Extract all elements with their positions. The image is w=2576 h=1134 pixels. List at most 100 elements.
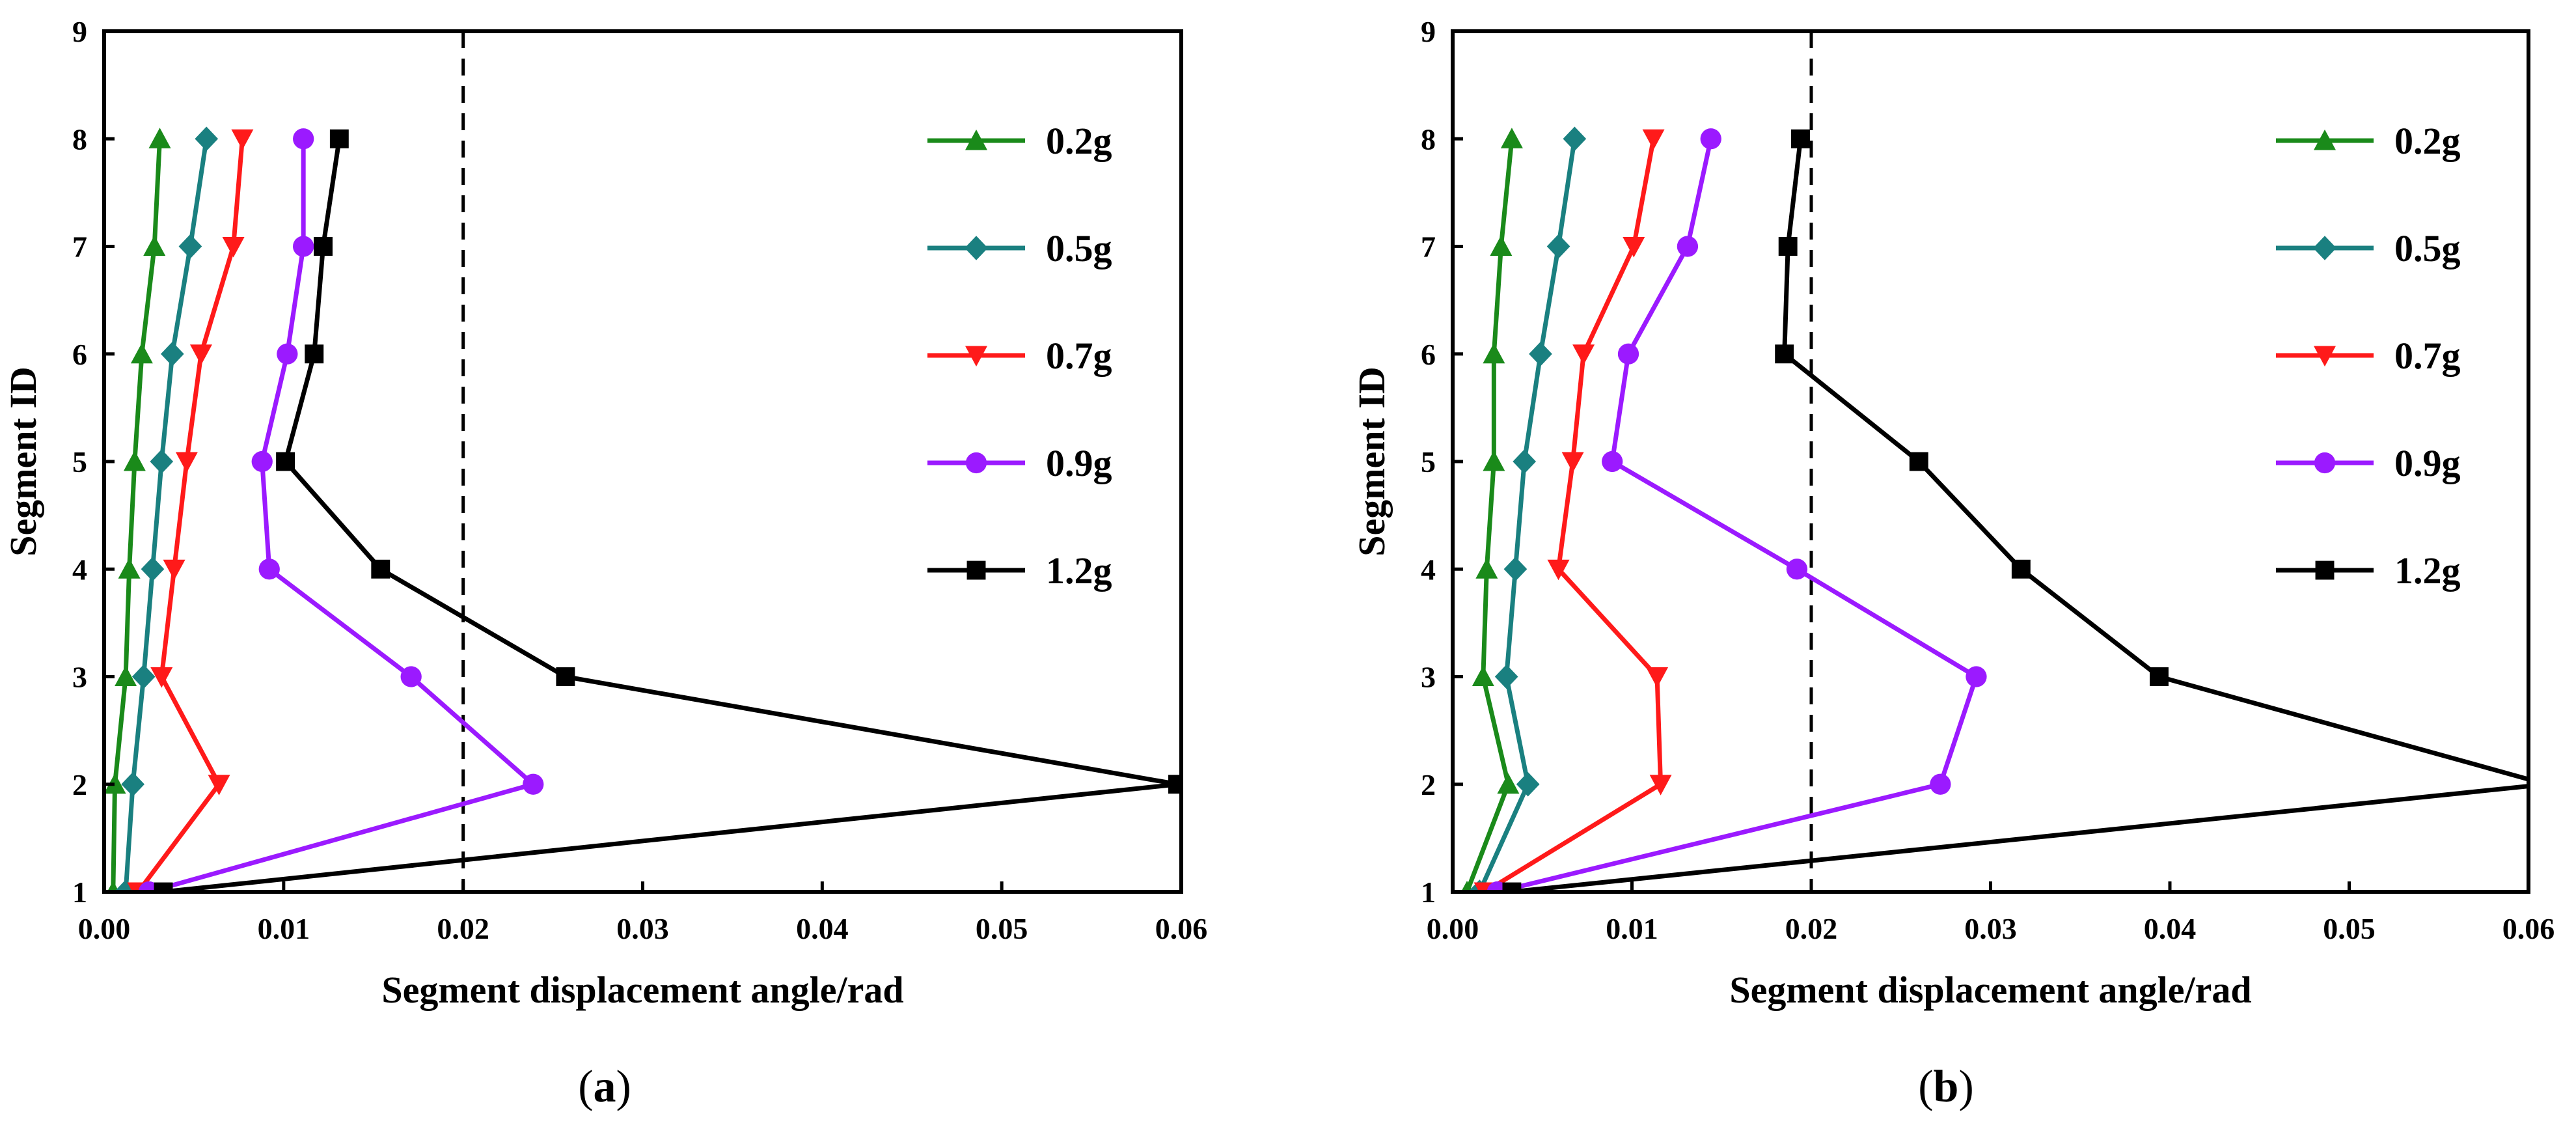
series-line-0_5g [1477,138,1577,892]
data-point-0_2g-seg8 [1500,128,1523,148]
legend-marker-0_5g [2313,236,2336,260]
data-point-1_2g-seg1 [154,882,173,892]
x-tick-label: 0.04 [2144,912,2197,945]
data-point-0_7g-seg6 [1572,344,1595,365]
x-tick-label: 0.01 [1606,912,1658,945]
legend-label: 0.2g [2394,120,2461,162]
y-tick-label: 4 [72,553,87,586]
data-point-0_9g-seg8 [1700,128,1721,150]
series-line-0_2g [111,139,163,892]
data-point-0_5g-seg3 [131,664,156,689]
x-tick-label: 0.06 [1155,912,1208,945]
y-tick-label: 7 [1421,230,1436,264]
data-point-0_9g-seg3 [1966,666,1987,687]
legend-marker-0_9g [965,452,987,474]
data-point-0_7g-seg2 [208,775,230,795]
data-point-1_2g-seg4 [371,559,391,579]
legend-marker-0_5g [965,236,988,260]
data-point-1_2g-seg2 [1168,775,1181,794]
data-point-1_2g-seg5 [276,452,295,471]
chart-panel-b: 0.00 0.01 0.02 0.03 0.04 0.05 0.06 1 2 3 4 5 6 7 8 9 Seg… [1350,15,2555,1112]
y-tick-label: 1 [1421,876,1436,909]
chart-panel-a: 0.00 0.01 0.02 0.03 0.04 0.05 0.06 1 2 3 4 5 6 7 8 9 Seg… [2,15,1207,1112]
data-point-0_7g-seg5 [1561,452,1584,473]
data-point-1_2g-seg7 [314,237,333,256]
y-tick-label: 2 [1421,768,1436,801]
data-point-0_9g-seg2 [1930,773,1951,795]
data-point-0_2g-seg6 [130,342,153,364]
legend-label: 1.2g [1046,549,1112,592]
data-point-0_5g-seg7 [1546,234,1570,259]
x-tick-label: 0.03 [1964,912,2017,945]
data-point-0_2g-seg3 [1472,665,1494,686]
data-point-0_5g-seg6 [160,342,184,366]
data-point-0_5g-seg8 [1563,126,1587,151]
y-axis-title: Segment ID [1350,366,1393,557]
series-line-0_2g [1464,138,1514,892]
data-point-0_5g-seg6 [1529,342,1552,366]
data-point-0_2g-seg7 [143,235,166,256]
series-line-0_5g [123,138,209,892]
y-axis-title: Segment ID [2,366,44,557]
data-point-0_9g-seg4 [1786,559,1808,580]
data-point-1_2g-seg4 [2011,559,2031,579]
data-point-1_2g-seg1 [1502,882,1522,892]
legend-label: 0.5g [1046,227,1112,270]
data-point-0_9g-seg7 [293,236,314,257]
y-tick-label: 9 [72,15,87,48]
x-tick-label: 0.05 [976,912,1028,945]
data-point-0_5g-seg8 [195,126,219,151]
series-line-0_7g [1483,138,1664,892]
data-point-0_2g-seg2 [104,773,126,794]
data-point-0_9g-seg4 [258,559,280,580]
data-point-0_5g-seg5 [150,449,174,474]
x-tick-label: 0.01 [258,912,310,945]
data-point-0_9g-seg2 [523,773,544,795]
data-point-0_2g-seg7 [1490,235,1513,256]
y-tick-label: 7 [72,230,87,264]
data-point-0_9g-seg7 [1677,236,1699,257]
data-point-0_7g-seg8 [231,129,254,150]
data-point-0_5g-seg5 [1513,449,1537,474]
data-point-0_2g-seg1 [1460,881,1473,892]
x-tick-label: 0.06 [2502,912,2555,945]
data-point-0_7g-seg5 [175,452,198,473]
series-line-0_9g [1497,138,1979,892]
legend-label: 0.2g [1046,120,1112,162]
legend-marker-0_9g [2314,452,2336,474]
data-point-0_9g-seg6 [1617,343,1639,365]
legend-label: 0.7g [1046,335,1112,377]
y-tick-label: 6 [72,338,87,371]
data-point-0_7g-seg8 [1642,129,1665,150]
data-point-0_5g-seg7 [178,234,202,259]
y-tick-label: 1 [72,876,87,909]
data-point-0_5g-seg3 [1494,664,1518,689]
legend-marker-1_2g [966,560,986,580]
x-tick-label: 0.00 [1427,912,1479,945]
legend-marker-0_7g [965,346,987,366]
legend-label: 0.7g [2394,335,2461,377]
x-tick-label: 0.04 [796,912,849,945]
data-point-1_2g-seg6 [1775,344,1794,364]
data-point-0_2g-seg4 [1475,558,1498,579]
x-tick-label: 0.05 [2323,912,2376,945]
data-point-0_9g-seg3 [400,666,422,687]
series-line-1_2g [163,138,1180,892]
y-tick-label: 8 [1421,122,1436,156]
legend-marker-1_2g [2315,560,2335,580]
data-point-1_2g-seg8 [1791,129,1810,148]
data-point-0_9g-seg5 [1602,450,1623,473]
data-point-0_2g-seg5 [123,450,146,471]
legend-label: 1.2g [2394,549,2461,592]
data-point-0_9g-seg5 [251,450,273,473]
y-tick-label: 3 [1421,661,1436,694]
data-point-0_5g-seg4 [141,557,165,581]
data-point-1_2g-seg5 [1909,452,1928,471]
data-point-1_2g-seg6 [305,344,324,364]
data-point-1_2g-seg3 [556,667,575,686]
data-point-0_7g-seg3 [1646,667,1669,688]
series-line-0_9g [148,139,536,892]
data-point-0_2g-seg3 [115,665,137,686]
series-line-1_2g [1511,138,2528,892]
y-tick-label: 3 [72,661,87,694]
